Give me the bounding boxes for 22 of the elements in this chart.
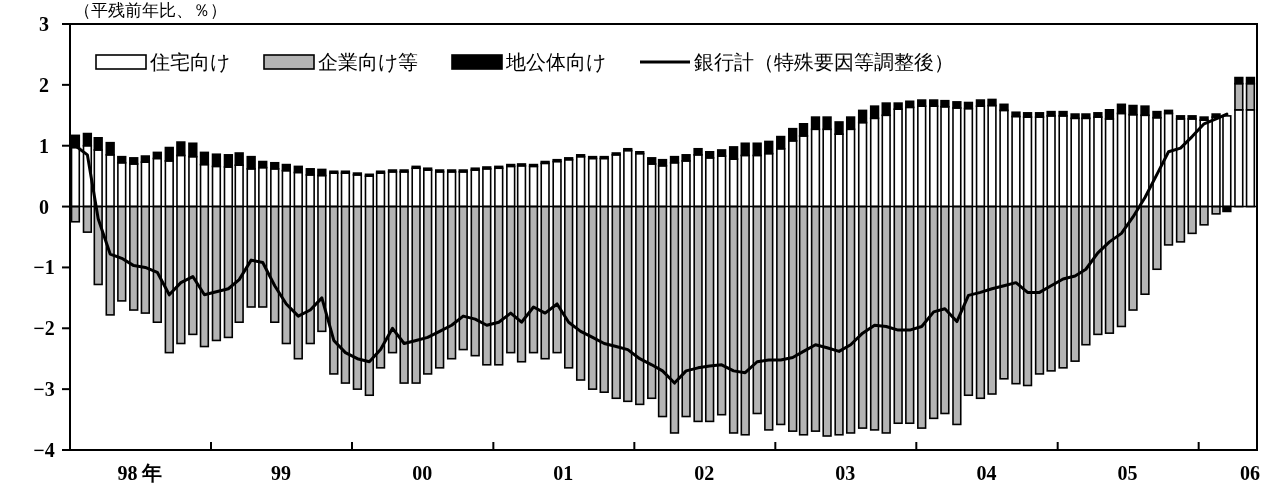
x-tick-label: 01 bbox=[553, 462, 574, 484]
x-tick-label: 98 年 bbox=[117, 462, 163, 484]
legend-label: 企業向け等 bbox=[318, 51, 418, 73]
x-tick-label: 03 bbox=[835, 462, 856, 484]
y-tick-label: 0 bbox=[39, 195, 49, 218]
y-axis-title: （平残前年比、％） bbox=[74, 1, 227, 20]
y-tick-label: 1 bbox=[39, 134, 49, 157]
y-tick-label: 2 bbox=[39, 73, 49, 96]
y-tick-label: −1 bbox=[33, 256, 55, 279]
x-tick-label: 05 bbox=[1117, 462, 1138, 484]
x-tick-label: 04 bbox=[976, 462, 997, 484]
legend-label: 地公体向け bbox=[505, 51, 606, 73]
x-tick-label: 00 bbox=[412, 462, 433, 484]
y-tick-label: −2 bbox=[33, 317, 55, 340]
legend-label: 住宅向け bbox=[149, 51, 230, 73]
x-tick-label: 99 bbox=[270, 462, 291, 484]
y-tick-label: −4 bbox=[33, 439, 55, 461]
x-tick-label: 06 bbox=[1240, 462, 1260, 484]
legend-label: 銀行計（特殊要因等調整後） bbox=[694, 51, 954, 73]
y-tick-label: 3 bbox=[39, 13, 49, 35]
x-tick-label: 02 bbox=[694, 462, 715, 484]
y-tick-label: −3 bbox=[33, 378, 55, 401]
